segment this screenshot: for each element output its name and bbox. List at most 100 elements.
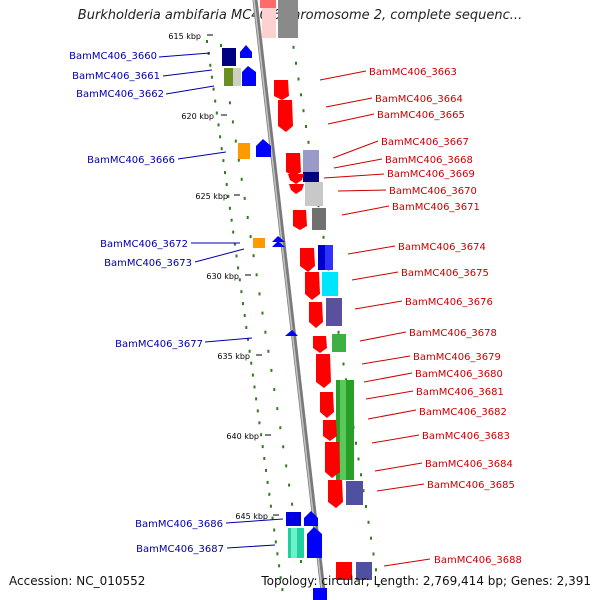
- ring-dot: [300, 93, 302, 97]
- gene-feature-3674b[interactable]: [318, 245, 325, 270]
- gene-feature[interactable]: [260, 0, 276, 8]
- gene-feature-3667[interactable]: [286, 153, 301, 176]
- ring-dot: [337, 330, 340, 334]
- gene-feature-3676[interactable]: [309, 302, 323, 328]
- gene-feature-3687c[interactable]: [307, 527, 322, 558]
- gene-label-3686[interactable]: BamMC406_3686: [135, 519, 223, 530]
- ring-dot: [230, 218, 233, 222]
- gene-feature-3671[interactable]: [312, 208, 326, 230]
- ring-dot: [240, 290, 243, 294]
- gene-label-3674[interactable]: BamMC406_3674: [398, 242, 486, 253]
- gene-label-3672[interactable]: BamMC406_3672: [100, 239, 188, 250]
- gene-label-3664[interactable]: BamMC406_3664: [375, 94, 463, 105]
- gene-label-3683[interactable]: BamMC406_3683: [422, 431, 510, 442]
- gene-feature-3686[interactable]: [286, 512, 301, 526]
- gene-label-3663[interactable]: BamMC406_3663: [369, 67, 457, 78]
- ring-dot: [238, 278, 241, 282]
- ring-dot: [291, 502, 294, 506]
- gene-feature-3661b[interactable]: [242, 66, 256, 86]
- gene-feature-3673b[interactable]: [272, 241, 285, 247]
- gene-feature-3661[interactable]: [224, 68, 233, 86]
- ring-dot: [295, 61, 297, 65]
- gene-feature-3660[interactable]: [222, 48, 236, 66]
- gene-label-3675[interactable]: BamMC406_3675: [401, 268, 489, 279]
- ring-dot: [372, 552, 375, 556]
- gene-feature-3669[interactable]: [303, 172, 319, 182]
- gene-label-3680[interactable]: BamMC406_3680: [415, 369, 503, 380]
- gene-feature-3663[interactable]: [274, 80, 289, 100]
- ring-dot: [264, 330, 267, 334]
- gene-feature[interactable]: [262, 8, 276, 38]
- gene-feature-3688[interactable]: [336, 562, 352, 580]
- gene-feature-3669b[interactable]: [288, 174, 304, 184]
- gene-label-3687[interactable]: BamMC406_3687: [136, 544, 224, 555]
- gene-label-3682[interactable]: BamMC406_3682: [419, 407, 507, 418]
- gene-feature-3671b[interactable]: [293, 210, 307, 230]
- gene-feature-3681b[interactable]: [340, 380, 346, 480]
- leader-line: [325, 97, 373, 108]
- ring-dot: [222, 159, 225, 163]
- gene-feature-3688b[interactable]: [356, 562, 372, 580]
- gene-feature-3673[interactable]: [272, 236, 285, 242]
- gene-label-3668[interactable]: BamMC406_3668: [385, 155, 473, 166]
- gene-feature-3664[interactable]: [278, 100, 293, 132]
- leader-line: [194, 248, 245, 263]
- gene-feature-3684[interactable]: [325, 442, 340, 478]
- gene-label-3662[interactable]: BamMC406_3662: [76, 89, 164, 100]
- ring-dot: [253, 385, 256, 389]
- gene-label-3661[interactable]: BamMC406_3661: [72, 71, 160, 82]
- gene-label-3679[interactable]: BamMC406_3679: [413, 352, 501, 363]
- gene-label-3671[interactable]: BamMC406_3671: [392, 202, 480, 213]
- ring-dot: [249, 235, 252, 239]
- gene-feature-3687b[interactable]: [291, 528, 297, 558]
- gene-label-3660[interactable]: BamMC406_3660: [69, 51, 157, 62]
- gene-feature-3679[interactable]: [316, 354, 331, 388]
- gene-label-3673[interactable]: BamMC406_3673: [104, 258, 192, 269]
- gene-feature[interactable]: [278, 0, 298, 38]
- leader-line: [376, 483, 425, 492]
- gene-feature-3675b[interactable]: [322, 272, 338, 296]
- gene-feature-3678b[interactable]: [332, 334, 346, 352]
- gene-label-3677[interactable]: BamMC406_3677: [115, 339, 203, 350]
- gene-label-3676[interactable]: BamMC406_3676: [405, 297, 493, 308]
- gene-feature-3686b[interactable]: [304, 511, 318, 526]
- ring-dot: [220, 147, 223, 151]
- gene-label-3667[interactable]: BamMC406_3667: [381, 137, 469, 148]
- gene-feature-3666b[interactable]: [256, 139, 271, 157]
- leader-line: [225, 518, 284, 524]
- gene-feature-3660b[interactable]: [240, 45, 252, 58]
- gene-label-3670[interactable]: BamMC406_3670: [389, 186, 477, 197]
- ring-dot: [248, 349, 251, 353]
- gene-feature-3683[interactable]: [323, 420, 337, 441]
- gene-feature-3685[interactable]: [328, 480, 343, 508]
- gene-label-3681[interactable]: BamMC406_3681: [416, 387, 504, 398]
- gene-label-3685[interactable]: BamMC406_3685: [427, 480, 515, 491]
- gene-feature-3672[interactable]: [253, 238, 265, 248]
- ring-dot: [258, 292, 261, 296]
- gene-label-3688[interactable]: BamMC406_3688: [434, 555, 522, 566]
- tick-label-630: 630 kbp: [206, 272, 239, 281]
- leader-line: [341, 205, 390, 216]
- gene-feature-bottom[interactable]: [313, 588, 327, 600]
- gene-label-3666[interactable]: BamMC406_3666: [87, 155, 175, 166]
- gene-feature-3670[interactable]: [305, 182, 323, 206]
- gene-feature-3666[interactable]: [238, 143, 250, 159]
- ring-dot: [362, 489, 365, 493]
- gene-feature-3675[interactable]: [305, 272, 320, 300]
- gene-feature-3682[interactable]: [320, 392, 334, 418]
- gene-feature-3677[interactable]: [285, 330, 298, 336]
- ring-dot: [377, 584, 380, 588]
- gene-feature-3670b[interactable]: [289, 184, 304, 194]
- ring-dot: [307, 140, 310, 144]
- gene-feature-3662[interactable]: [233, 68, 241, 86]
- gene-feature-3674c[interactable]: [325, 245, 333, 270]
- gene-feature-3685b[interactable]: [346, 481, 363, 505]
- gene-feature-3668[interactable]: [303, 150, 319, 172]
- gene-feature-3678[interactable]: [313, 336, 327, 353]
- gene-label-3669[interactable]: BamMC406_3669: [387, 169, 475, 180]
- gene-feature-3676b[interactable]: [326, 298, 342, 326]
- gene-label-3665[interactable]: BamMC406_3665: [377, 110, 465, 121]
- gene-feature-3674[interactable]: [300, 248, 315, 272]
- gene-label-3684[interactable]: BamMC406_3684: [425, 459, 513, 470]
- gene-label-3678[interactable]: BamMC406_3678: [409, 328, 497, 339]
